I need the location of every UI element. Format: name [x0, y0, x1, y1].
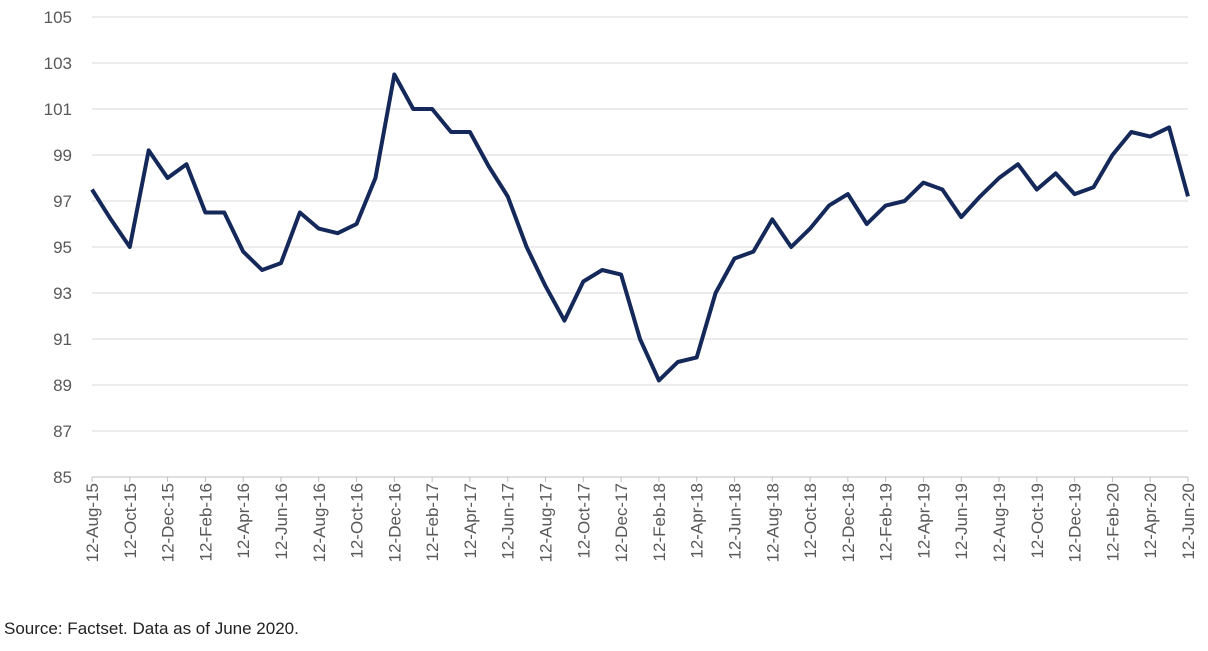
y-tick-label: 105 — [44, 8, 72, 27]
x-tick-label: 12-Jun-17 — [499, 483, 518, 560]
x-tick-label: 12-Feb-20 — [1103, 483, 1122, 561]
x-tick-label: 12-Oct-19 — [1028, 483, 1047, 559]
x-tick-label: 12-Aug-19 — [990, 483, 1009, 562]
x-tick-label: 12-Aug-18 — [763, 483, 782, 562]
x-tick-label: 12-Feb-17 — [423, 483, 442, 561]
y-tick-label: 99 — [53, 146, 72, 165]
x-tick-label: 12-Jun-16 — [272, 483, 291, 560]
x-tick-label: 12-Aug-17 — [537, 483, 556, 562]
x-tick-label: 12-Aug-16 — [310, 483, 329, 562]
x-tick-label: 12-Apr-17 — [461, 483, 480, 559]
y-tick-label: 103 — [44, 54, 72, 73]
y-tick-label: 93 — [53, 284, 72, 303]
y-tick-label: 87 — [53, 422, 72, 441]
x-tick-label: 12-Dec-18 — [839, 483, 858, 562]
x-tick-label: 12-Dec-17 — [612, 483, 631, 562]
source-note: Source: Factset. Data as of June 2020. — [4, 619, 299, 638]
x-tick-label: 12-Oct-15 — [121, 483, 140, 559]
x-tick-label: 12-Apr-16 — [234, 483, 253, 559]
x-tick-label: 12-Feb-18 — [650, 483, 669, 561]
x-tick-label: 12-Oct-17 — [574, 483, 593, 559]
y-tick-label: 95 — [53, 238, 72, 257]
x-tick-label: 12-Apr-18 — [688, 483, 707, 559]
x-tick-label: 12-Jun-18 — [725, 483, 744, 560]
x-tick-label: 12-Oct-16 — [348, 483, 367, 559]
data-line — [90, 72, 1190, 383]
y-tick-label: 101 — [44, 100, 72, 119]
x-tick-label: 12-Jun-19 — [952, 483, 971, 560]
y-tick-label: 97 — [53, 192, 72, 211]
x-tick-label: 12-Aug-15 — [83, 483, 102, 562]
y-tick-label: 91 — [53, 330, 72, 349]
x-tick-label: 12-Feb-16 — [196, 483, 215, 561]
x-tick-label: 12-Oct-18 — [801, 483, 820, 559]
y-tick-label: 89 — [53, 376, 72, 395]
x-tick-label: 12-Dec-16 — [385, 483, 404, 562]
y-tick-label: 85 — [53, 468, 72, 487]
x-tick-label: 12-Apr-20 — [1141, 483, 1160, 559]
x-tick-label: 12-Apr-19 — [914, 483, 933, 559]
x-tick-label: 12-Feb-19 — [877, 483, 896, 561]
x-tick-label: 12-Dec-15 — [159, 483, 178, 562]
x-tick-label: 12-Dec-19 — [1066, 483, 1085, 562]
x-tick-label: 12-Jun-20 — [1179, 483, 1198, 560]
